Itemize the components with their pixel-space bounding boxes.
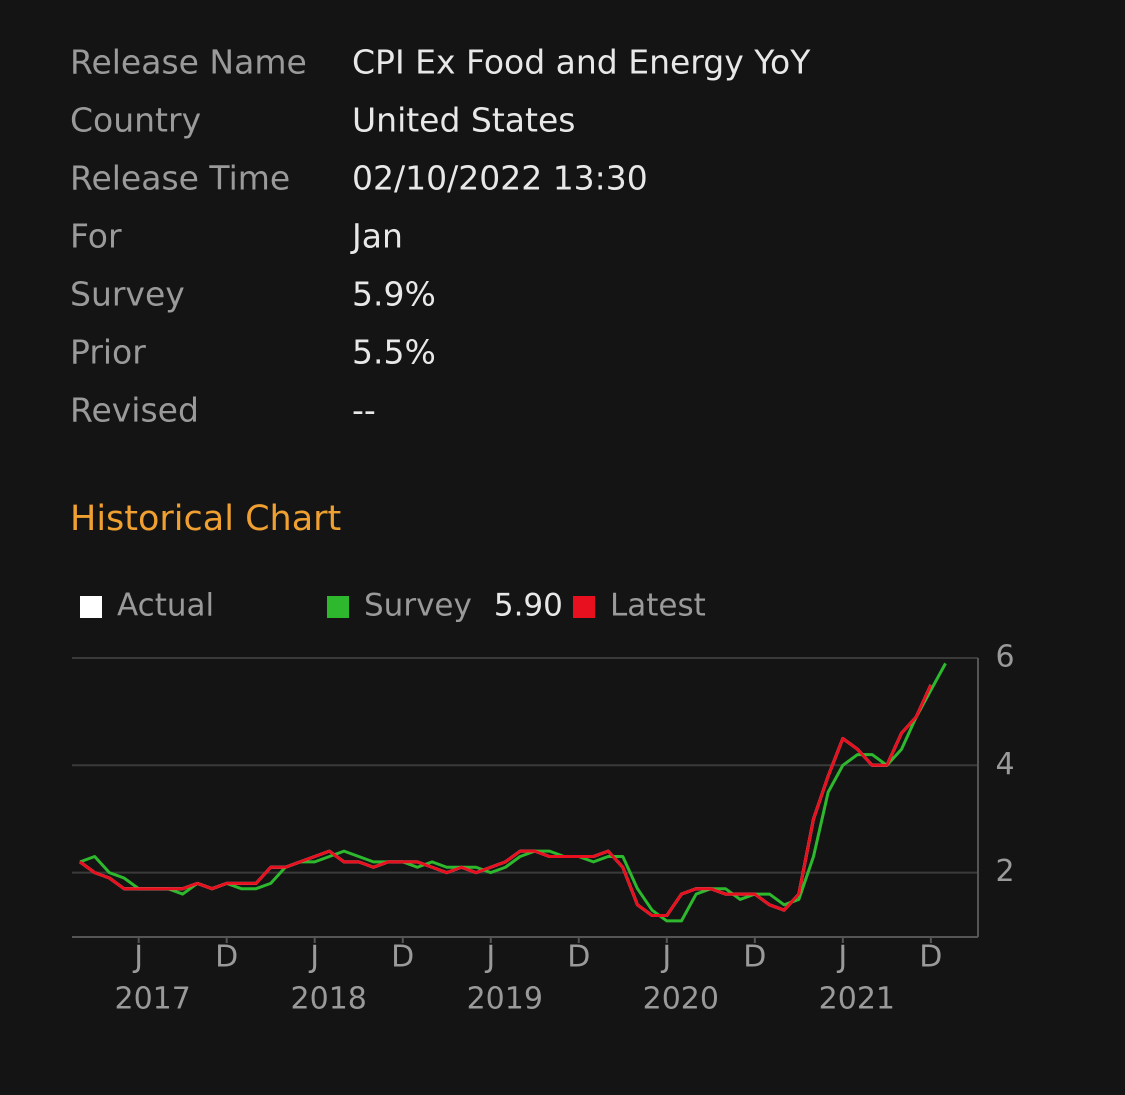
info-value: 02/10/2022 13:30 <box>352 159 648 198</box>
info-label: Revised <box>70 391 199 430</box>
x-tick-label: D <box>567 940 590 975</box>
section-title: Historical Chart <box>70 499 341 539</box>
year-label: 2020 <box>643 982 719 1017</box>
year-label: 2018 <box>291 982 367 1017</box>
y-tick-label: 4 <box>995 747 1014 782</box>
x-tick-label: J <box>132 940 143 975</box>
x-tick-label: J <box>484 940 495 975</box>
legend-label: Latest <box>610 588 706 624</box>
legend-label: Actual <box>117 588 214 624</box>
year-label: 2019 <box>467 982 543 1017</box>
x-tick-label: J <box>836 940 847 975</box>
year-label: 2021 <box>819 982 895 1017</box>
legend-label: Survey <box>364 588 472 624</box>
legend-value: 5.90 <box>494 588 563 624</box>
info-value: -- <box>352 391 376 430</box>
x-tick-label: J <box>308 940 319 975</box>
info-value: United States <box>352 101 575 140</box>
x-tick-label: D <box>919 940 942 975</box>
info-label: Survey <box>70 275 185 314</box>
info-label: For <box>70 217 122 256</box>
x-tick-label: D <box>743 940 766 975</box>
info-value: Jan <box>350 217 403 256</box>
x-tick-label: D <box>215 940 238 975</box>
info-label: Country <box>70 101 201 140</box>
info-value: 5.5% <box>352 333 436 372</box>
info-label: Release Name <box>70 43 307 82</box>
x-tick-label: D <box>391 940 414 975</box>
info-value: CPI Ex Food and Energy YoY <box>352 43 811 82</box>
y-tick-label: 6 <box>995 640 1014 675</box>
info-label: Prior <box>70 333 146 372</box>
legend-swatch <box>80 596 102 618</box>
info-label: Release Time <box>70 159 290 198</box>
year-label: 2017 <box>115 982 191 1017</box>
series-line <box>79 684 933 918</box>
x-tick-label: J <box>660 940 671 975</box>
y-tick-label: 2 <box>995 854 1014 889</box>
legend-swatch <box>573 596 595 618</box>
info-value: 5.9% <box>352 275 436 314</box>
legend-swatch <box>327 596 349 618</box>
